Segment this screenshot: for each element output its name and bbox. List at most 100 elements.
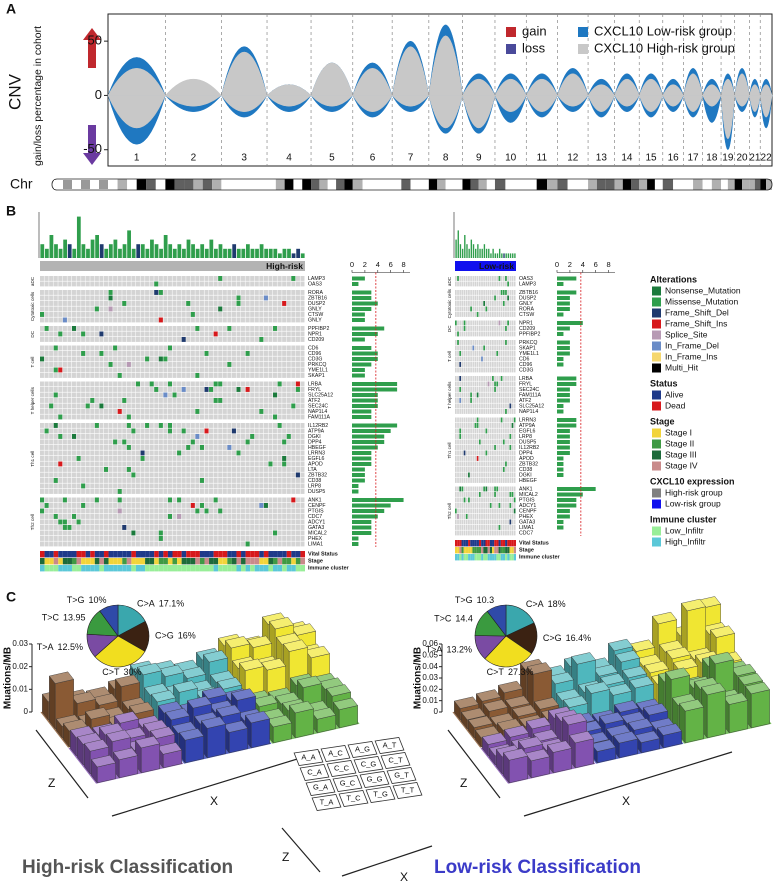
mutation-cell xyxy=(62,519,67,525)
pie-label: C>A 18% xyxy=(526,599,566,609)
gene-count-bar xyxy=(557,376,577,381)
mutation-cell xyxy=(457,276,459,281)
cnv-area xyxy=(352,95,393,112)
gene-label: DUSP2 xyxy=(519,296,536,302)
mutation-cell xyxy=(108,362,113,367)
gene-count-bar xyxy=(352,456,372,461)
clinical-track-cell xyxy=(295,551,301,558)
gene-count-bar xyxy=(352,440,385,444)
clinical-track-cell xyxy=(496,540,499,547)
clinical-track-cell xyxy=(44,558,50,565)
cell-group-label: Cytotoxic cells xyxy=(447,288,452,318)
mutation-cell xyxy=(190,503,195,508)
legend-swatch xyxy=(652,297,661,307)
clinical-track-cell xyxy=(94,551,100,558)
clinical-track-cell xyxy=(126,565,132,572)
context-tile xyxy=(320,744,351,763)
clinical-track-cell xyxy=(140,551,146,558)
bar-face xyxy=(482,699,509,712)
gene-count-bar xyxy=(557,498,577,502)
mutation-cell xyxy=(245,351,250,356)
pie-label: T>C 14.4 xyxy=(434,614,473,624)
clinical-track-cell xyxy=(149,551,155,558)
cnv-area xyxy=(734,95,750,107)
sample-bar xyxy=(54,244,58,258)
mutation-cell xyxy=(496,351,499,356)
clinical-track-cell xyxy=(300,565,305,572)
gene-count-bar xyxy=(352,462,372,466)
gene-row xyxy=(40,398,305,403)
clinical-track-cell xyxy=(85,565,91,572)
mutation-cell xyxy=(498,503,501,508)
gene-row xyxy=(40,345,305,351)
gene-count-bar xyxy=(557,382,577,386)
x-tick-label: 6 xyxy=(594,260,598,269)
gene-label: LRBA xyxy=(308,382,322,388)
ideogram-band xyxy=(577,179,589,190)
legend-title: Status xyxy=(650,378,678,388)
mutation-cell xyxy=(227,445,232,450)
ideogram-band xyxy=(54,180,63,189)
legend-label: CXCL10 High-risk group xyxy=(594,40,735,55)
gene-label: YME1L1 xyxy=(519,351,539,357)
clinical-track-cell xyxy=(67,558,72,565)
clinical-track-cell xyxy=(268,558,274,565)
clinical-track-cell xyxy=(273,558,278,565)
sample-bar xyxy=(104,248,109,258)
mutation-cell xyxy=(476,312,479,317)
clinical-track-cell xyxy=(108,551,114,558)
ideogram-band xyxy=(462,179,471,190)
clinical-track-cell xyxy=(511,554,514,561)
mutation-cell xyxy=(273,414,278,420)
mutation-cell xyxy=(295,387,300,392)
bar-face xyxy=(700,682,727,696)
clinical-track-cell xyxy=(496,547,499,554)
gene-row xyxy=(455,514,516,519)
gene-label: PTGIS xyxy=(519,498,535,504)
bar-3d xyxy=(288,700,315,739)
cnv-area xyxy=(614,78,640,96)
clinical-track-cell xyxy=(498,540,501,547)
clinical-track-cell xyxy=(485,547,488,554)
clinical-track-cell xyxy=(245,551,251,558)
gene-label: LRRN3 xyxy=(519,418,536,424)
gene-label: EGFL6 xyxy=(519,429,536,435)
clinical-track-cell xyxy=(218,551,223,558)
gene-count-bar xyxy=(557,409,564,414)
mutation-cell xyxy=(478,492,481,497)
pie-category: T>G xyxy=(67,595,85,605)
clinical-track-cell xyxy=(481,554,484,561)
mutation-cell xyxy=(291,497,296,503)
clinical-track-cell xyxy=(213,558,219,565)
mutation-cell xyxy=(218,398,223,403)
gene-label: LRP8 xyxy=(308,484,321,490)
mutation-cell xyxy=(511,492,514,497)
mutation-cell xyxy=(498,525,501,530)
clinical-track-cell xyxy=(465,540,469,547)
bar-face xyxy=(172,680,199,693)
gene-label: YME1L1 xyxy=(308,368,328,374)
mutation-cell xyxy=(511,423,514,428)
bar-face xyxy=(656,723,683,736)
gene-row xyxy=(455,497,516,503)
gene-label: LIMA1 xyxy=(308,542,323,548)
gene-count-bar xyxy=(352,503,391,508)
mutation-cell xyxy=(513,497,516,503)
gene-row xyxy=(455,456,516,461)
clinical-track-cell xyxy=(199,558,205,565)
bar-face xyxy=(628,676,655,689)
sample-bar xyxy=(118,248,122,258)
cell-group-label: Th1 cell xyxy=(30,451,35,467)
clinical-track-cell xyxy=(99,565,104,572)
mutation-cell xyxy=(81,503,86,508)
cell-group-label: Th2 cell xyxy=(30,514,35,530)
clinical-track-cell xyxy=(145,551,150,558)
x-tick-label: 0 xyxy=(555,260,559,269)
group-header xyxy=(40,261,305,271)
gene-count-bar xyxy=(352,434,385,439)
mutation-cell xyxy=(117,508,122,514)
legend-label: gain xyxy=(522,23,547,38)
chromosome-label: 17 xyxy=(687,153,699,164)
mutation-cell xyxy=(476,423,479,428)
sample-bar xyxy=(468,248,470,258)
